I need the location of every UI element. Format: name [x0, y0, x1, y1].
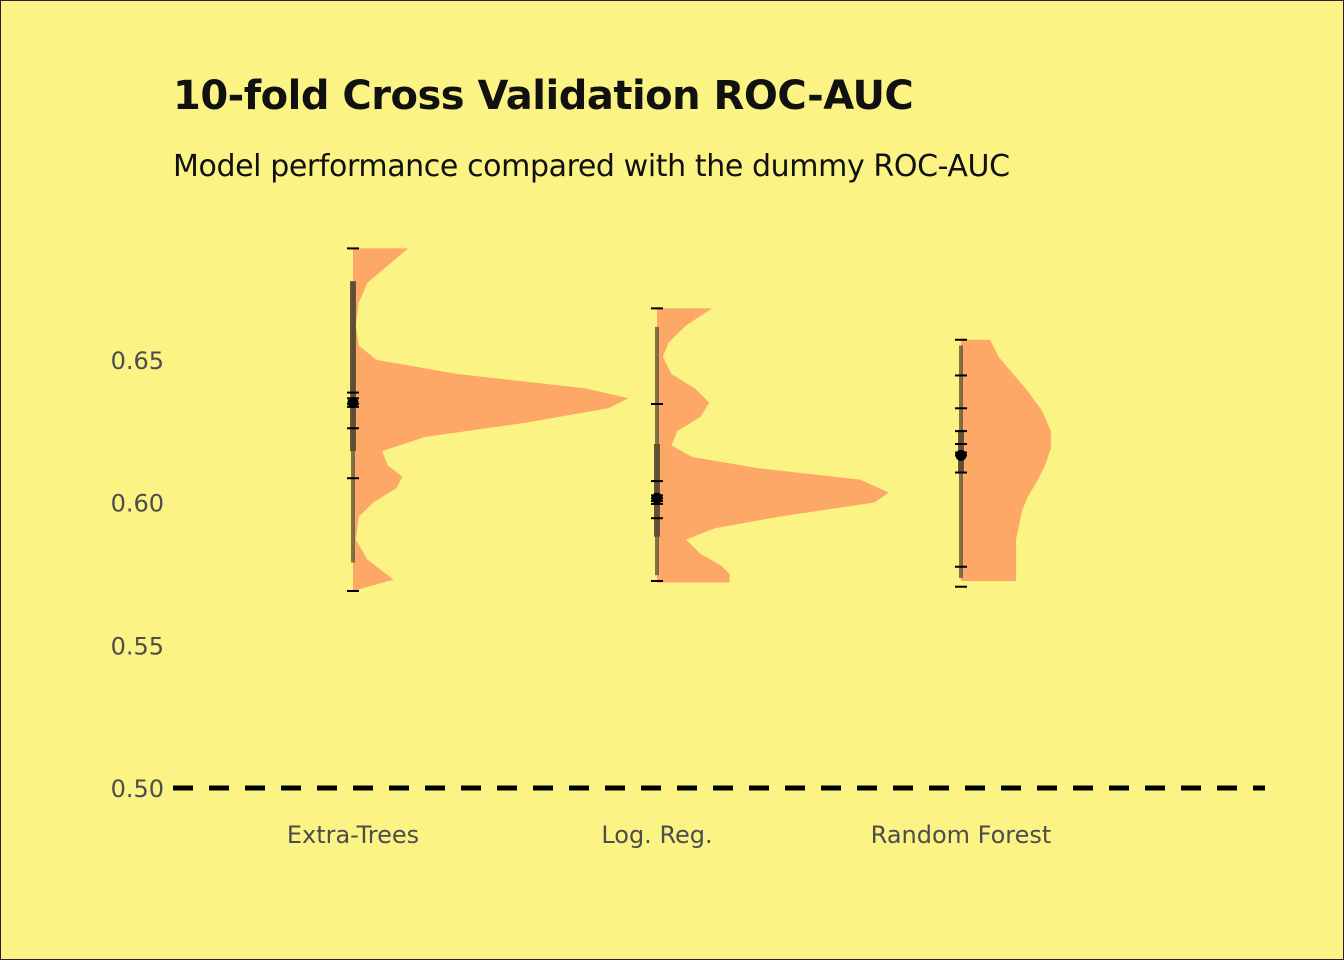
y-tick-label: 0.60	[111, 490, 164, 518]
y-tick-label: 0.50	[111, 775, 164, 803]
violin-0	[353, 248, 629, 592]
x-tick-label: Extra-Trees	[287, 821, 419, 849]
mean-point-0	[347, 397, 359, 409]
violin-1	[657, 308, 889, 583]
chart-title: 10-fold Cross Validation ROC-AUC	[173, 73, 914, 119]
y-tick-label: 0.65	[111, 347, 164, 375]
mean-point-1	[651, 492, 663, 504]
y-tick-label: 0.55	[111, 632, 164, 660]
x-tick-label: Log. Reg.	[601, 821, 712, 849]
mean-point-2	[955, 449, 967, 461]
violin-2	[961, 339, 1051, 582]
x-tick-label: Random Forest	[871, 821, 1052, 849]
chart-subtitle: Model performance compared with the dumm…	[173, 149, 1010, 184]
